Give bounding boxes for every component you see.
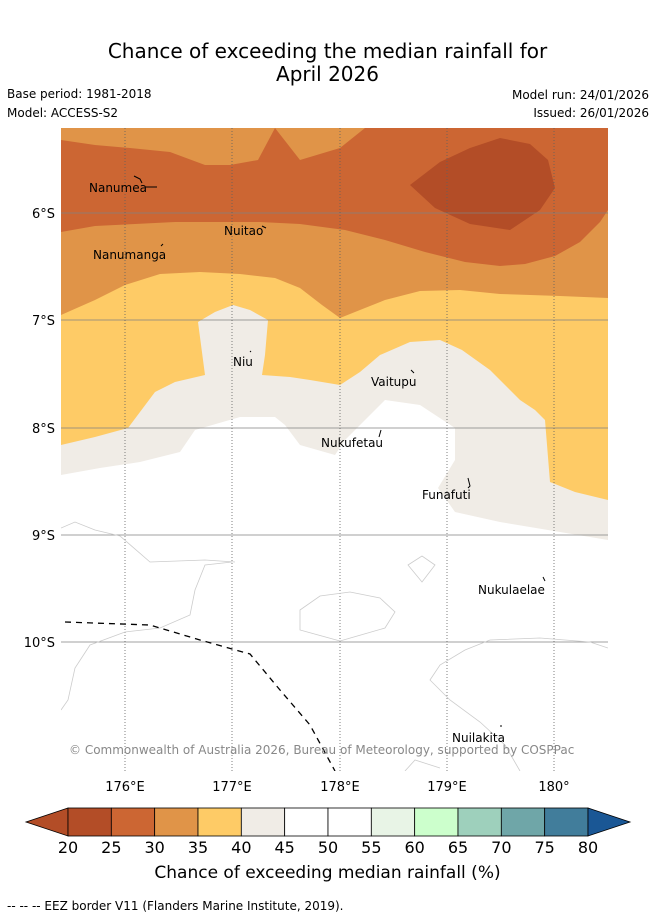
place-nukufetau: Nukufetau [321, 436, 383, 450]
colorbar-segment-70-75 [500, 807, 546, 837]
colorbar [24, 807, 632, 837]
colorbar-tick-label: 80 [577, 838, 599, 857]
colorbar-segment-50-55 [327, 807, 372, 837]
colorbar-segment-75-80 [544, 807, 589, 837]
model-name: Model: ACCESS-S2 [7, 106, 119, 120]
place-nukulaelae: Nukulaelae [478, 583, 545, 597]
chart-title: Chance of exceeding the median rainfall … [0, 40, 655, 86]
colorbar-tick-label: 45 [274, 838, 295, 857]
base-period: Base period: 1981-2018 [7, 87, 152, 101]
place-nanumanga: Nanumanga [93, 248, 166, 262]
colorbar-title: Chance of exceeding median rainfall (%) [154, 863, 501, 883]
lon-label: 180° [538, 780, 569, 795]
place-niu: Niu [233, 355, 253, 369]
colorbar-under-arrow [24, 807, 69, 837]
colorbar-segment-55-60 [370, 807, 416, 837]
title-line-2: April 2026 [276, 62, 379, 86]
colorbar-tick-label: 20 [57, 838, 79, 857]
colorbar-segment-25-30 [110, 807, 156, 837]
model-run: Model run: 24/01/2026 [511, 88, 649, 102]
colorbar-tick-label: 60 [404, 838, 425, 857]
colorbar-tick-label: 40 [231, 838, 252, 857]
copyright-note: © Commonwealth of Australia 2026, Bureau… [69, 743, 574, 757]
lat-label: 6°S [32, 207, 55, 222]
colorbar-segment-60-65 [414, 807, 459, 837]
colorbar-tick-label: 25 [101, 838, 122, 857]
probability-fill: Nanumea Nuitao Nanumanga Niu Vaitupu Nuk… [61, 128, 608, 771]
title-line-1: Chance of exceeding the median rainfall … [107, 39, 548, 63]
colorbar-tick-label: 50 [317, 838, 339, 857]
place-nuilakita: Nuilakita [452, 731, 505, 745]
colorbar-tick-label: 55 [361, 838, 382, 857]
meridians [124, 128, 555, 771]
colorbar-segment-45-50 [284, 807, 329, 837]
eez-legend: -- -- -- EEZ border V11 (Flanders Marine… [7, 899, 344, 913]
place-vaitupu: Vaitupu [371, 375, 417, 389]
issued-date: Issued: 26/01/2026 [533, 106, 649, 120]
contour-lines [61, 521, 608, 771]
colorbar-segment-65-70 [457, 807, 502, 837]
lat-label: 8°S [32, 422, 55, 437]
lon-label: 176°E [105, 780, 145, 795]
lon-label: 179°E [427, 780, 467, 795]
islands [133, 175, 546, 727]
colorbar-segment-35-40 [197, 807, 242, 837]
lat-label: 10°S [24, 636, 55, 651]
place-funafuti: Funafuti [422, 488, 471, 502]
eez-border [64, 621, 336, 771]
colorbar-tick-label: 70 [491, 838, 512, 857]
lon-label: 177°E [212, 780, 252, 795]
place-nanumea: Nanumea [89, 181, 147, 195]
colorbar-tick-label: 30 [144, 838, 165, 857]
lat-label: 7°S [32, 314, 55, 329]
colorbar-segment-20-25 [67, 807, 112, 837]
colorbar-segment-40-45 [240, 807, 286, 837]
band-20-25 [410, 138, 555, 230]
colorbar-tick-label: 65 [447, 838, 469, 857]
colorbar-tick-label: 35 [187, 838, 209, 857]
lon-label: 178°E [320, 780, 360, 795]
colorbar-over-arrow [587, 807, 632, 837]
graticule [61, 212, 608, 643]
lat-label: 9°S [32, 529, 55, 544]
colorbar-segment-30-35 [154, 807, 199, 837]
place-nuitao: Nuitao [224, 224, 263, 238]
colorbar-tick-label: 75 [534, 838, 555, 857]
